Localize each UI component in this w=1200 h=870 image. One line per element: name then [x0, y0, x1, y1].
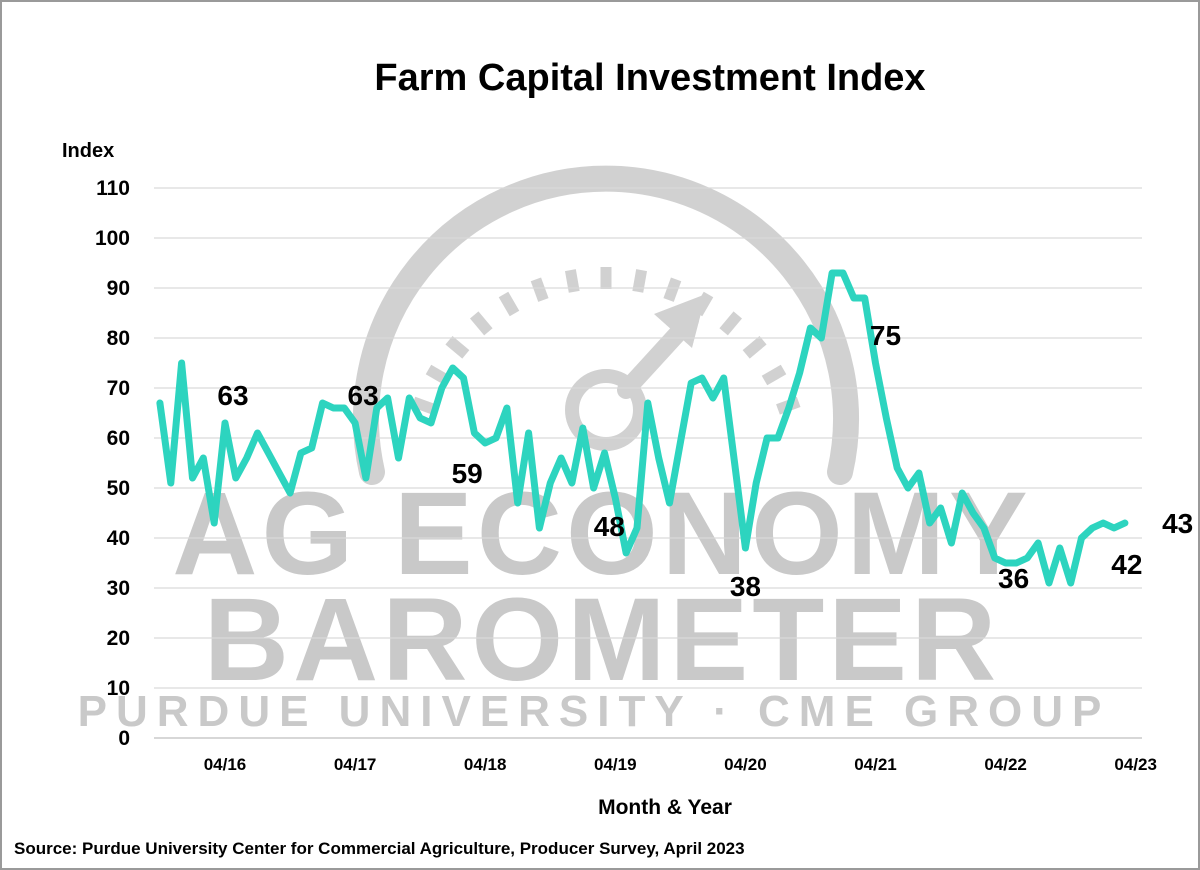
- y-tick-label: 40: [107, 527, 130, 550]
- source-note: Source: Purdue University Center for Com…: [14, 839, 745, 858]
- watermark-gauge-icon: [353, 165, 859, 485]
- x-tick-label: 04/16: [204, 755, 247, 774]
- data-label: 48: [594, 511, 625, 542]
- y-tick-label: 10: [107, 677, 130, 700]
- x-tick-label: 04/21: [854, 755, 897, 774]
- watermark-tick: [742, 336, 767, 359]
- data-label: 59: [452, 458, 483, 489]
- watermark-tick: [411, 396, 436, 415]
- y-tick-label: 60: [107, 427, 130, 450]
- y-tick-label: 30: [107, 577, 130, 600]
- y-tick-label: 0: [118, 727, 130, 750]
- x-tick-label: 04/22: [984, 755, 1027, 774]
- watermark-tick: [470, 311, 493, 336]
- watermark-tick: [530, 277, 549, 302]
- y-tick-label: 80: [107, 327, 130, 350]
- watermark-tick: [719, 311, 742, 336]
- watermark-tick: [663, 277, 682, 302]
- series-line: [156, 269, 1129, 587]
- watermark-tick: [498, 291, 520, 317]
- watermark-tick: [761, 364, 787, 386]
- y-tick-label: 110: [96, 177, 130, 200]
- watermark-tick: [445, 336, 470, 359]
- x-tick-label: 04/23: [1114, 755, 1157, 774]
- chart-title: Farm Capital Investment Index: [374, 57, 925, 99]
- x-tick-label: 04/18: [464, 755, 507, 774]
- watermark-line2: BAROMETER: [204, 574, 1000, 706]
- data-label: 42: [1111, 549, 1142, 580]
- y-tick-label: 50: [107, 477, 130, 500]
- data-label: 38: [730, 571, 761, 602]
- y-tick-label: 70: [107, 377, 130, 400]
- x-axis-title: Month & Year: [598, 796, 732, 819]
- data-label: 63: [217, 380, 248, 411]
- x-tick-label: 04/20: [724, 755, 767, 774]
- y-tick-label: 90: [107, 277, 130, 300]
- y-tick-label: 20: [107, 627, 130, 650]
- data-label: 43: [1162, 508, 1193, 539]
- y-tick-label: 100: [95, 227, 130, 250]
- watermark-line1: AG ECONOMY: [172, 468, 1032, 600]
- data-label: 75: [870, 320, 901, 351]
- x-tick-label: 04/17: [334, 755, 377, 774]
- x-tick-label: 04/19: [594, 755, 637, 774]
- watermark-line3: PURDUE UNIVERSITY · CME GROUP: [78, 687, 1111, 736]
- data-label: 63: [348, 380, 379, 411]
- y-axis-title: Index: [62, 140, 114, 162]
- data-label: 36: [998, 563, 1029, 594]
